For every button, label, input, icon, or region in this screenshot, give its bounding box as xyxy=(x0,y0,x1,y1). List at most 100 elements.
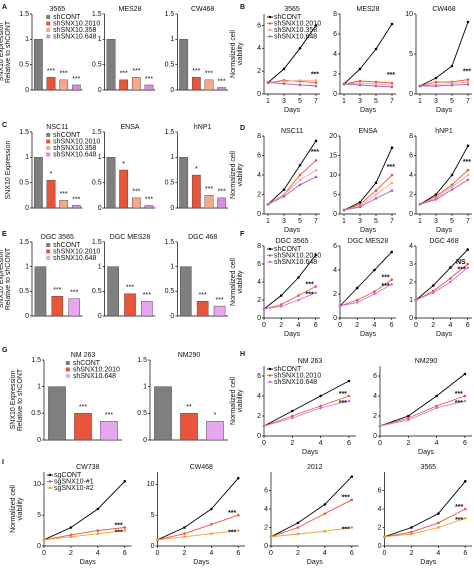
point xyxy=(466,83,470,86)
bar xyxy=(46,77,56,91)
point xyxy=(390,189,394,192)
y-tick-label: 1 xyxy=(170,154,174,161)
x-axis-label: Days xyxy=(284,227,300,234)
subplot-title: MES28 xyxy=(357,6,380,13)
point xyxy=(414,298,418,302)
point xyxy=(314,78,318,82)
x-tick-label: 4 xyxy=(435,440,439,447)
significance: * xyxy=(50,171,53,178)
point xyxy=(350,475,354,478)
line xyxy=(43,480,126,541)
point xyxy=(291,416,294,420)
point xyxy=(373,292,376,296)
y-tick-label: 0.5 xyxy=(137,410,147,417)
x-tick-label: 6 xyxy=(390,322,394,329)
subplot-title: 2012 xyxy=(307,464,323,471)
point xyxy=(282,193,286,196)
bar xyxy=(48,386,66,441)
point xyxy=(96,529,100,532)
legend-swatch xyxy=(46,152,51,157)
y-tick-label: 8 xyxy=(257,133,261,140)
subplot-title: hNP1 xyxy=(435,128,453,135)
point xyxy=(450,83,454,87)
y-tick-label: 0 xyxy=(98,313,102,320)
x-axis-label: Days xyxy=(436,227,452,234)
y-axis-label: Normalized cell xyxy=(230,258,237,306)
y-tick-label: 1 xyxy=(98,154,102,161)
x-tick-label: 2 xyxy=(431,322,435,329)
point xyxy=(390,173,394,177)
x-tick-label: 0 xyxy=(414,322,418,329)
line xyxy=(339,251,393,307)
line xyxy=(343,147,393,211)
y-tick-label: 1 xyxy=(37,384,41,391)
bar xyxy=(100,421,118,441)
legend-label: shSNX10.648 xyxy=(53,255,96,262)
y-tick-label: 0 xyxy=(37,543,41,550)
point xyxy=(358,67,362,71)
x-tick-label: 6 xyxy=(463,440,467,447)
legend-label: sgSNX10-#2 xyxy=(54,485,94,492)
y-tick-label: 0 xyxy=(373,433,377,440)
point xyxy=(342,208,346,212)
point xyxy=(378,424,382,428)
point xyxy=(418,202,422,206)
y-tick-label: 0 xyxy=(98,205,102,212)
x-tick-label: 7 xyxy=(314,98,318,105)
point xyxy=(269,535,273,539)
line xyxy=(420,83,469,87)
x-tick-label: 0 xyxy=(338,322,342,329)
point xyxy=(282,82,286,86)
point xyxy=(323,529,327,533)
point xyxy=(297,294,300,297)
legend-label: shCONT xyxy=(73,360,101,367)
point xyxy=(279,294,283,297)
x-tick-label: 5 xyxy=(374,218,378,225)
point xyxy=(463,394,467,398)
line xyxy=(379,400,466,427)
significance: *** xyxy=(387,164,395,171)
line xyxy=(339,279,392,307)
significance: *** xyxy=(455,517,463,524)
point xyxy=(358,83,362,87)
subplot-title: 3565 xyxy=(284,6,300,13)
x-tick-label: 5 xyxy=(298,218,302,225)
y-tick-label: 0 xyxy=(37,437,41,444)
significance: *** xyxy=(382,274,390,281)
point xyxy=(279,303,283,306)
y-tick-label: 2 xyxy=(373,413,377,420)
x-tick-label: 4 xyxy=(297,322,301,329)
point xyxy=(350,498,354,502)
point xyxy=(69,533,73,537)
legend-swatch xyxy=(268,254,272,257)
subplot-title: NM290 xyxy=(178,352,201,359)
significance: *** xyxy=(342,526,350,533)
bar xyxy=(204,79,214,91)
point xyxy=(466,78,470,81)
point xyxy=(123,526,127,529)
significance: *** xyxy=(218,189,226,196)
y-tick-label: 1.5 xyxy=(92,129,102,136)
point xyxy=(236,476,240,480)
significance: *** xyxy=(70,290,78,297)
bar xyxy=(206,421,224,441)
line xyxy=(384,508,466,538)
significance: * xyxy=(195,166,198,173)
y-tick-label: 2 xyxy=(264,524,268,531)
significance: * xyxy=(122,161,125,168)
x-tick-label: 3 xyxy=(434,218,438,225)
point xyxy=(450,173,454,177)
point xyxy=(383,535,386,539)
y-tick-label: 0.5 xyxy=(19,62,29,69)
line xyxy=(343,190,393,211)
bar xyxy=(191,174,201,209)
point xyxy=(296,521,300,525)
subplot-title: DGC 468 xyxy=(188,234,217,241)
legend-swatch xyxy=(46,139,51,144)
y-tick-label: 1 xyxy=(409,297,413,304)
significance: *** xyxy=(199,292,207,299)
y-tick-label: 5 xyxy=(409,51,413,58)
y-tick-label: 4 xyxy=(257,172,261,179)
legend-swatch xyxy=(46,256,51,260)
x-tick-label: 3 xyxy=(282,98,286,105)
